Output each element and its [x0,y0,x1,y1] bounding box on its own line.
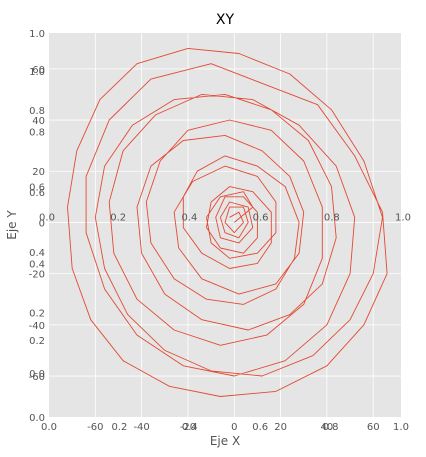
x-tick-label: 40 [321,422,334,433]
x-axis-ticks: -60 -40 -20 0 20 40 60 [87,422,379,433]
x-tick-label: 20 [274,422,287,433]
x-axis-ticks-axes1: 0.0 0.2 0.4 0.6 0.8 1.0 [39,212,411,223]
x-tick-label: 0 [231,422,237,433]
x-tick-label-axes1: 0.8 [324,212,340,223]
chart-title: XY [216,12,235,28]
x-tick-label-axes1: 0.0 [39,212,55,223]
x-tick-label-axes1: 0.6 [253,212,269,223]
y-tick-label: -60 [29,372,45,383]
y-unit-tick-label: 1.0 [29,29,45,40]
y-unit-tick-label: 0.8 [29,106,45,117]
y-axis-unit-ticks: 0.0 0.2 0.4 0.6 0.8 1.0 [29,29,45,424]
x-tick-label-axes1: 0.2 [110,212,126,223]
x-axis-label: Eje X [210,434,240,448]
y-tick-label-axes1: 1.0 [29,67,45,78]
x-unit-tick-label: 0.6 [252,422,268,433]
x-tick-label: -40 [133,422,149,433]
x-unit-tick-label: 0.8 [323,422,339,433]
series-line [67,47,388,397]
y-tick-label: 60 [32,65,45,76]
plot-area [49,33,401,417]
y-tick-label: 40 [32,116,45,127]
x-tick-label-axes1: 1.0 [395,212,411,223]
y-unit-tick-label: 0.0 [29,413,45,424]
y-tick-label-axes1: 0.6 [29,188,45,199]
y-axis-ticks-axes1: 0.0 0.2 0.4 0.6 0.8 1.0 [29,67,45,380]
x-tick-label-axes1: 0.4 [181,212,197,223]
y-tick-label-axes1: 0.8 [29,127,45,138]
series-layer [67,47,388,397]
x-unit-tick-label: 0.4 [182,422,198,433]
x-tick-label: 60 [367,422,380,433]
y-tick-label: -20 [29,270,45,281]
y-tick-label: -40 [29,321,45,332]
y-tick-label-axes1: 0.2 [29,309,45,320]
y-tick-label-axes1: 0.4 [29,248,45,259]
y-tick-label: 20 [32,167,45,178]
y-unit-tick-label: 0.6 [29,183,45,194]
x-unit-tick-label: 0.2 [111,422,127,433]
x-tick-label: -60 [87,422,103,433]
x-axis-unit-ticks: 0.0 0.2 0.4 0.6 0.8 1.0 [41,422,409,433]
y-tick-label: 0 [39,218,45,229]
x-unit-tick-label: 0.0 [41,422,57,433]
y-unit-tick-label: 0.2 [29,336,45,347]
y-axis-label: Eje Y [5,210,19,240]
y-tick-label-axes1: 0.0 [29,369,45,380]
x-unit-tick-label: 1.0 [393,422,409,433]
x-tick-label: -20 [180,422,196,433]
y-unit-tick-label: 0.4 [29,259,45,270]
y-axis-ticks: -60 -40 -20 0 20 40 60 [29,65,45,383]
